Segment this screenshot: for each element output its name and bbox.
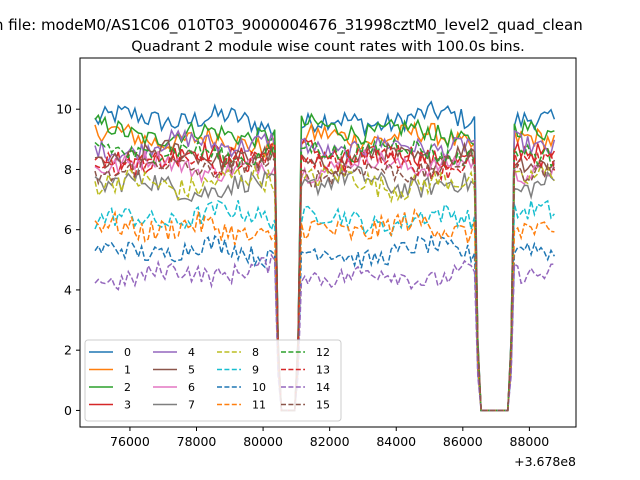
series-line-14 bbox=[94, 253, 555, 412]
x-tick-label: 88000 bbox=[510, 434, 550, 449]
legend-label-10: 10 bbox=[252, 381, 266, 394]
legend-label-1: 1 bbox=[124, 364, 131, 377]
legend-box bbox=[84, 339, 342, 422]
series-line-11 bbox=[94, 207, 555, 412]
legend-label-9: 9 bbox=[252, 364, 259, 377]
x-tick-label: 80000 bbox=[243, 434, 283, 449]
chart-title: Quadrant 2 module wise count rates with … bbox=[131, 39, 525, 55]
chart-suptitle: n file: modeM0/AS1C06_010T03_9000004676_… bbox=[0, 16, 583, 35]
plot-frame bbox=[79, 57, 577, 428]
legend-label-0: 0 bbox=[124, 346, 131, 359]
legend-label-12: 12 bbox=[316, 346, 330, 359]
legend-label-13: 13 bbox=[316, 364, 330, 377]
x-tick-label: 86000 bbox=[443, 434, 483, 449]
x-tick-label: 82000 bbox=[310, 434, 350, 449]
legend-label-4: 4 bbox=[188, 346, 195, 359]
series-layer bbox=[94, 100, 556, 412]
legend-label-8: 8 bbox=[252, 346, 259, 359]
x-tick-label: 76000 bbox=[110, 434, 150, 449]
legend-label-14: 14 bbox=[316, 381, 330, 394]
y-axis: 0 2 4 6 8 10 bbox=[56, 102, 80, 418]
series-line-15 bbox=[94, 149, 556, 412]
legend-label-5: 5 bbox=[188, 364, 195, 377]
y-tick-label: 8 bbox=[64, 162, 72, 177]
y-tick-label: 10 bbox=[56, 102, 72, 117]
x-offset-text: +3.678e8 bbox=[514, 454, 576, 469]
y-tick-label: 4 bbox=[64, 282, 72, 297]
legend-label-2: 2 bbox=[124, 381, 131, 394]
x-tick-label: 78000 bbox=[177, 434, 217, 449]
legend-label-3: 3 bbox=[124, 399, 131, 412]
series-line-12 bbox=[94, 136, 555, 412]
series-line-13 bbox=[94, 143, 556, 412]
legend-label-6: 6 bbox=[188, 381, 195, 394]
legend-label-15: 15 bbox=[316, 399, 330, 412]
legend-label-11: 11 bbox=[252, 399, 266, 412]
x-tick-label: 84000 bbox=[376, 434, 416, 449]
y-tick-label: 2 bbox=[64, 343, 72, 358]
y-tick-label: 0 bbox=[64, 403, 72, 418]
y-tick-label: 6 bbox=[64, 222, 72, 237]
x-axis: 76000 78000 80000 82000 84000 86000 88000 bbox=[110, 427, 549, 449]
legend-label-7: 7 bbox=[188, 399, 195, 412]
